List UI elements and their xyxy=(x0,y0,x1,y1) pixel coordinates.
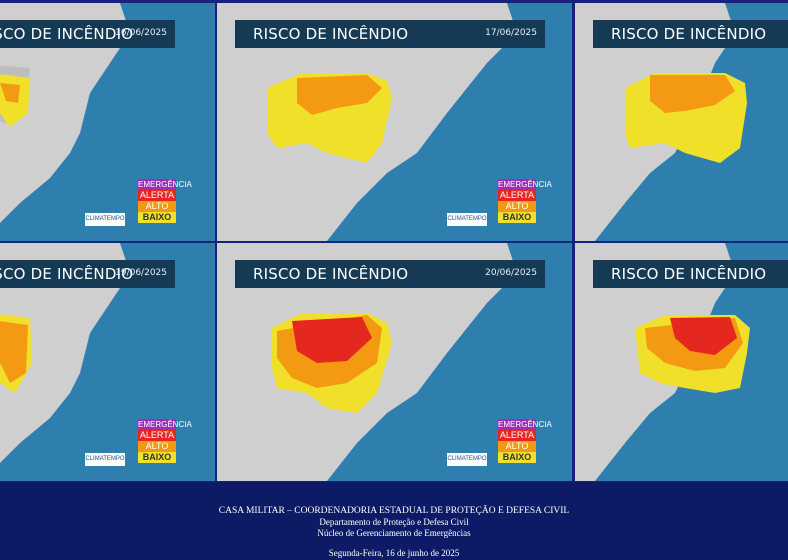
panel-title: RISCO DE INCÊNDIO xyxy=(253,265,409,283)
panel-banner: RISCO DE INCÊNDIO 19/06/2025 xyxy=(0,260,175,288)
panel-date: 19/06/2025 xyxy=(115,268,167,278)
panel-title: RISCO DE INCÊNDIO xyxy=(0,265,134,283)
map-panel-5: RISCO DE INCÊNDIO 20/06/2025 EMERGÊNCIA … xyxy=(217,243,572,481)
risk-zone-alto xyxy=(0,83,20,103)
legend-baixo: BAIXO xyxy=(498,212,536,223)
panel-date: 20/06/2025 xyxy=(485,268,537,278)
risk-legend: EMERGÊNCIA ALERTA ALTO BAIXO xyxy=(498,179,552,223)
panel-title: RISCO DE INCÊNDIO xyxy=(611,265,767,283)
legend-emergencia: EMERGÊNCIA xyxy=(138,419,192,430)
legend-alerta: ALERTA xyxy=(498,190,536,201)
sao-paulo-map-6 xyxy=(575,243,788,481)
climatempo-logo: CLIMATEMPO xyxy=(85,453,125,466)
risk-legend: EMERGÊNCIA ALERTA ALTO BAIXO xyxy=(498,419,552,463)
panel-title: RISCO DE INCÊNDIO xyxy=(0,25,134,43)
sao-paulo-map-2 xyxy=(217,3,572,241)
legend-baixo: BAIXO xyxy=(138,452,176,463)
legend-alto: ALTO xyxy=(498,201,536,212)
map-panel-6: RISCO DE INCÊNDIO xyxy=(575,243,788,481)
legend-alerta: ALERTA xyxy=(138,190,176,201)
legend-emergencia: EMERGÊNCIA xyxy=(498,179,552,190)
panel-banner: RISCO DE INCÊNDIO 17/06/2025 xyxy=(235,20,545,48)
climatempo-logo: CLIMATEMPO xyxy=(447,453,487,466)
legend-emergencia: EMERGÊNCIA xyxy=(138,179,192,190)
panel-banner: RISCO DE INCÊNDIO xyxy=(593,260,788,288)
panel-date: 16/06/2025 xyxy=(115,28,167,38)
risk-legend: EMERGÊNCIA ALERTA ALTO BAIXO xyxy=(138,419,192,463)
climatempo-logo: CLIMATEMPO xyxy=(447,213,487,226)
panel-title: RISCO DE INCÊNDIO xyxy=(253,25,409,43)
footer: CASA MILITAR – COORDENADORIA ESTADUAL DE… xyxy=(0,482,788,560)
map-panel-4: RISCO DE INCÊNDIO 19/06/2025 EMERGÊNCIA … xyxy=(0,243,215,481)
footer-line-3: Núcleo de Gerenciamento de Emergências xyxy=(317,528,471,538)
legend-baixo: BAIXO xyxy=(498,452,536,463)
legend-emergencia: EMERGÊNCIA xyxy=(498,419,552,430)
panel-banner: RISCO DE INCÊNDIO xyxy=(593,20,788,48)
panel-banner: RISCO DE INCÊNDIO 20/06/2025 xyxy=(235,260,545,288)
footer-line-1: CASA MILITAR – COORDENADORIA ESTADUAL DE… xyxy=(218,506,570,516)
panel-banner: RISCO DE INCÊNDIO 16/06/2025 xyxy=(0,20,175,48)
legend-alerta: ALERTA xyxy=(138,430,176,441)
legend-alto: ALTO xyxy=(498,441,536,452)
panel-date: 17/06/2025 xyxy=(485,28,537,38)
footer-line-4: Segunda-Feira, 16 de junho de 2025 xyxy=(328,548,460,558)
map-panel-1: RISCO DE INCÊNDIO 16/06/2025 EMERGÊNCIA … xyxy=(0,3,215,241)
map-grid: RISCO DE INCÊNDIO 16/06/2025 EMERGÊNCIA … xyxy=(0,0,788,482)
map-panel-3: RISCO DE INCÊNDIO xyxy=(575,3,788,241)
legend-alto: ALTO xyxy=(138,441,176,452)
climatempo-logo: CLIMATEMPO xyxy=(85,213,125,226)
map-panel-2: RISCO DE INCÊNDIO 17/06/2025 EMERGÊNCIA … xyxy=(217,3,572,241)
footer-line-2: Departamento de Proteção e Defesa Civil xyxy=(319,517,469,527)
legend-alto: ALTO xyxy=(138,201,176,212)
legend-baixo: BAIXO xyxy=(138,212,176,223)
legend-alerta: ALERTA xyxy=(498,430,536,441)
risk-legend: EMERGÊNCIA ALERTA ALTO BAIXO xyxy=(138,179,192,223)
panel-title: RISCO DE INCÊNDIO xyxy=(611,25,767,43)
